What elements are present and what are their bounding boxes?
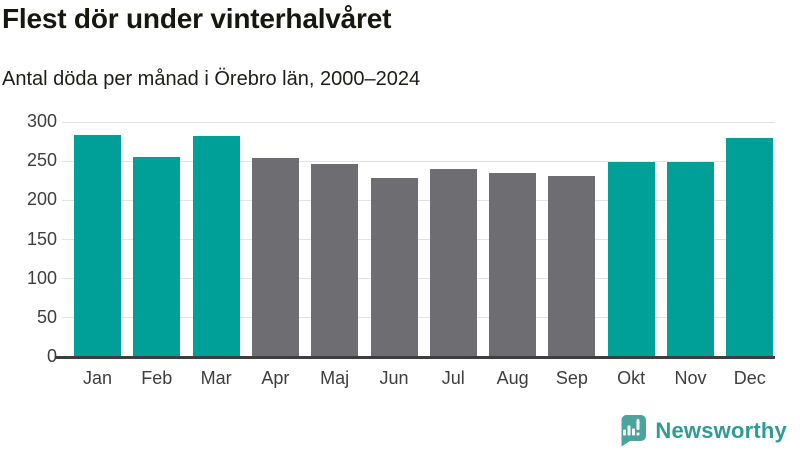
bar-aug — [489, 172, 537, 357]
y-axis-tick-label-200: 200 — [26, 189, 57, 210]
x-axis-tick-label-jan: Jan — [82, 368, 113, 388]
gridline-y-250 — [62, 160, 775, 162]
logo-bar-glyphs — [623, 419, 640, 436]
gridline-y-300 — [62, 121, 775, 123]
bar-dec — [726, 137, 774, 357]
gridline-y-200 — [62, 199, 775, 201]
x-axis-tick-label-mar: Mar — [200, 368, 232, 388]
chart-subtitle: Antal döda per månad i Örebro län, 2000–… — [2, 68, 421, 90]
brand-name: Newsworthy — [655, 418, 787, 443]
bar-sep — [548, 176, 596, 357]
bar-mar — [192, 136, 240, 357]
x-axis-tick-label-nov: Nov — [674, 368, 707, 388]
bar-jun — [370, 178, 418, 357]
gridline-y-50 — [62, 317, 775, 319]
x-axis-tick-label-dec: Dec — [733, 368, 766, 388]
newsworthy-logo-icon — [621, 415, 647, 447]
gridline-y-100 — [62, 278, 775, 280]
y-axis-tick-label-150: 150 — [26, 228, 57, 249]
brand-logo: Newsworthy — [616, 413, 787, 449]
gridline-y-150 — [62, 239, 775, 240]
x-axis-tick-label-maj: Maj — [320, 368, 350, 388]
x-axis-line — [55, 356, 775, 359]
bar-nov — [667, 161, 714, 357]
bar-apr — [251, 158, 299, 357]
y-axis-tick-label-100: 100 — [26, 267, 57, 288]
bar-maj — [311, 164, 359, 357]
x-axis-tick-label-jun: Jun — [379, 368, 409, 388]
x-axis-tick-label-jul: Jul — [441, 368, 465, 388]
y-axis-tick-label-300: 300 — [26, 111, 57, 131]
chart-title: Flest dör under vinterhalvåret — [2, 3, 392, 34]
x-axis-tick-label-aug: Aug — [496, 368, 529, 388]
bar-okt — [607, 161, 655, 357]
x-axis-tick-label-feb: Feb — [141, 368, 173, 388]
bar-jan — [74, 134, 121, 357]
bar-chart-plot-area: 0 50 100 150 200 250 300 Jan Feb Mar Apr Maj Jun Jul A… — [27, 111, 775, 388]
bar-jul — [429, 169, 477, 357]
x-axis-tick-label-apr: Apr — [261, 368, 290, 388]
y-axis-tick-label-0: 0 — [46, 346, 57, 366]
y-axis-tick-label-50: 50 — [36, 306, 57, 327]
bar-feb — [133, 157, 181, 357]
x-axis-tick-label-okt: Okt — [617, 368, 646, 388]
y-axis-tick-label-250: 250 — [26, 150, 57, 171]
x-axis-tick-label-sep: Sep — [555, 368, 588, 388]
